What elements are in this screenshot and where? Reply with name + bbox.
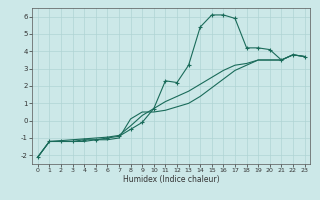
X-axis label: Humidex (Indice chaleur): Humidex (Indice chaleur) — [123, 175, 220, 184]
